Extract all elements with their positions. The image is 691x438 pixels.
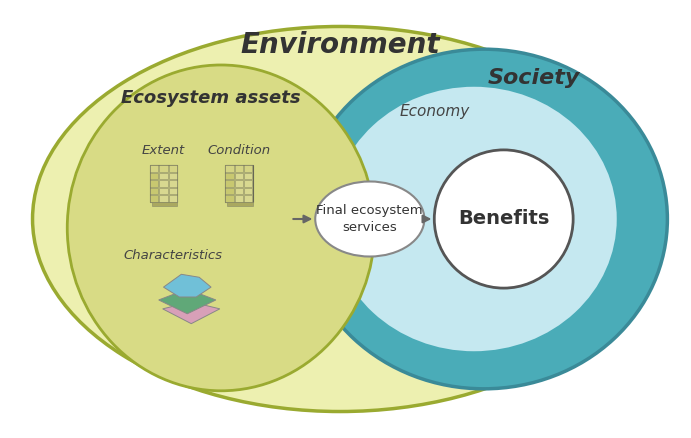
Polygon shape xyxy=(159,289,216,314)
Text: Final ecosystem
services: Final ecosystem services xyxy=(316,204,423,234)
Bar xyxy=(169,165,177,172)
Bar xyxy=(160,180,168,187)
Text: Environment: Environment xyxy=(240,31,440,59)
Bar xyxy=(169,173,177,179)
Text: Condition: Condition xyxy=(207,145,270,157)
Ellipse shape xyxy=(330,86,618,352)
Ellipse shape xyxy=(434,150,573,288)
Bar xyxy=(160,195,168,202)
Bar xyxy=(150,180,158,187)
Bar xyxy=(151,202,178,206)
Text: Economy: Economy xyxy=(399,104,469,119)
Ellipse shape xyxy=(67,65,375,391)
Text: Extent: Extent xyxy=(142,145,185,157)
Bar xyxy=(244,195,252,202)
Ellipse shape xyxy=(315,181,424,257)
Bar xyxy=(150,165,158,172)
Bar xyxy=(169,195,177,202)
Bar xyxy=(244,180,252,187)
Text: Ecosystem assets: Ecosystem assets xyxy=(122,88,301,106)
Bar xyxy=(160,165,168,172)
Bar xyxy=(235,195,243,202)
Bar xyxy=(160,188,168,194)
Bar xyxy=(150,188,158,194)
Bar xyxy=(150,195,158,202)
Bar xyxy=(169,188,177,194)
Bar xyxy=(235,180,243,187)
Ellipse shape xyxy=(301,49,668,389)
Bar xyxy=(169,180,177,187)
Bar xyxy=(235,165,243,172)
Bar xyxy=(244,188,252,194)
Bar xyxy=(225,165,234,172)
Ellipse shape xyxy=(32,26,647,412)
Bar xyxy=(244,173,252,179)
Polygon shape xyxy=(162,302,220,324)
Bar xyxy=(225,195,234,202)
Bar xyxy=(149,165,178,202)
Bar xyxy=(244,165,252,172)
Text: Society: Society xyxy=(487,68,580,88)
Bar xyxy=(150,173,158,179)
Bar xyxy=(160,173,168,179)
Text: Benefits: Benefits xyxy=(458,209,549,229)
Bar xyxy=(235,173,243,179)
Bar xyxy=(225,165,253,202)
Bar xyxy=(225,180,234,187)
Bar xyxy=(227,202,253,206)
Polygon shape xyxy=(164,274,211,297)
Text: Characteristics: Characteristics xyxy=(124,249,223,262)
Bar xyxy=(225,188,234,194)
Bar xyxy=(235,188,243,194)
Bar xyxy=(225,173,234,179)
